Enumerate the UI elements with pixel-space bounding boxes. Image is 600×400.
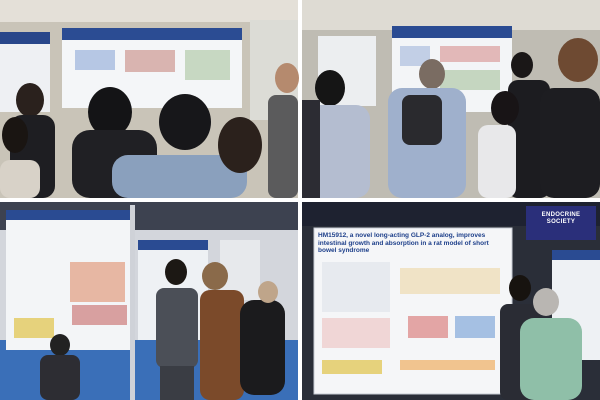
photo-top-right [302,0,600,198]
photo-bottom-left [0,202,298,400]
photo-bottom-right [302,202,600,400]
poster-title: HM15912, a novel long-acting GLP-2 analo… [318,232,489,254]
banner-text: ENDOCRINE SOCIETY [541,212,581,225]
photo-top-left [0,0,299,198]
